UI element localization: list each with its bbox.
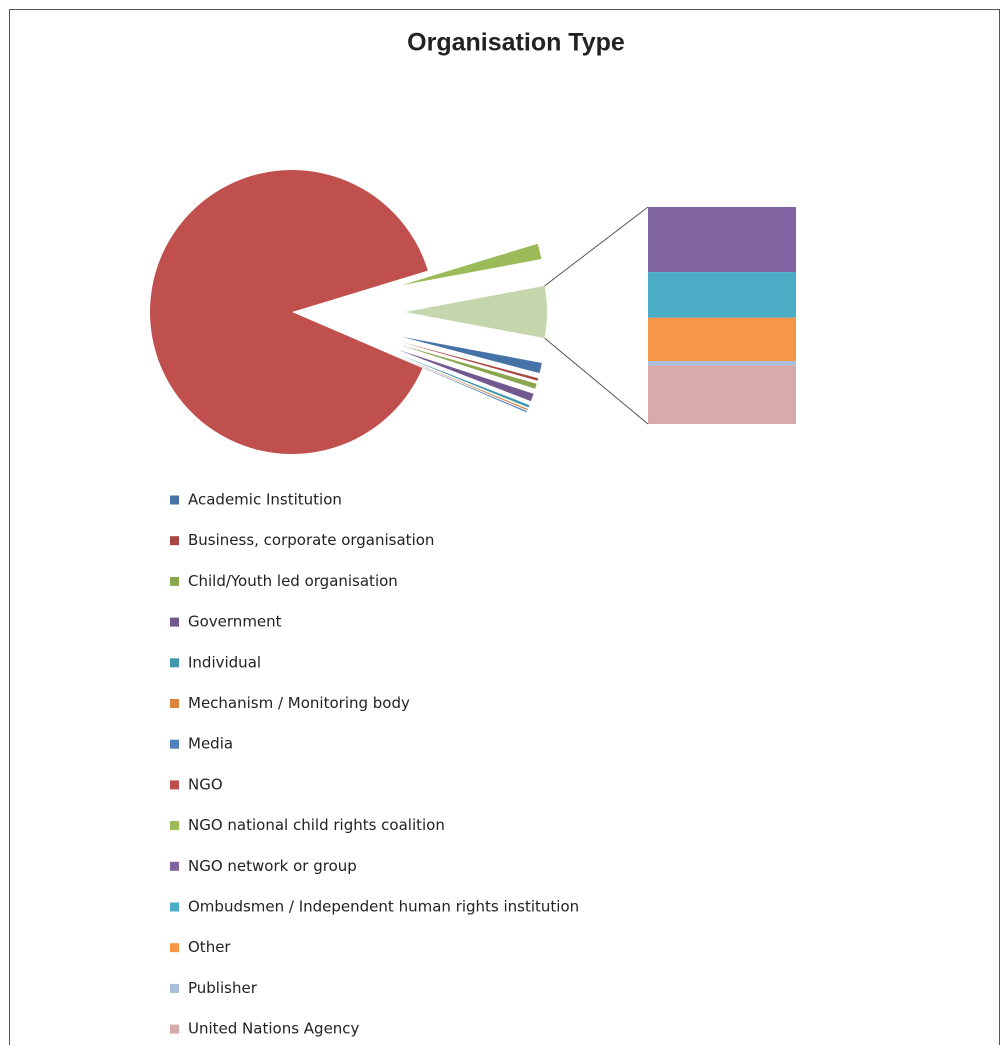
bar-segment bbox=[648, 317, 796, 362]
chart-title: Organisation Type bbox=[407, 29, 625, 57]
legend-label: NGO bbox=[188, 775, 223, 793]
legend-label: Publisher bbox=[188, 979, 258, 997]
legend-swatch bbox=[170, 739, 179, 749]
pie-slice bbox=[402, 336, 542, 374]
legend-swatch bbox=[170, 536, 179, 546]
legend-label: Other bbox=[188, 938, 231, 956]
chart-frame bbox=[9, 9, 1000, 1049]
legend-swatch bbox=[170, 576, 179, 586]
legend-swatch bbox=[170, 983, 179, 993]
legend-swatch bbox=[170, 1024, 179, 1034]
legend-swatch bbox=[170, 658, 179, 668]
bar-segment bbox=[648, 365, 796, 424]
legend-label: Child/Youth led organisation bbox=[188, 572, 398, 590]
pie-slice bbox=[396, 353, 530, 408]
legend-swatch bbox=[170, 495, 179, 505]
bar-segment bbox=[648, 207, 796, 273]
legend-label: Mechanism / Monitoring body bbox=[188, 694, 410, 712]
legend-label: Ombudsmen / Independent human rights ins… bbox=[188, 898, 579, 916]
pie-slice bbox=[401, 243, 542, 286]
legend-swatch bbox=[170, 699, 179, 708]
connector-line bbox=[544, 206, 649, 287]
pie-slice bbox=[149, 170, 428, 454]
pie-slice bbox=[396, 355, 528, 411]
legend-label: Business, corporate organisation bbox=[188, 531, 434, 549]
legend-label: Media bbox=[188, 735, 233, 753]
legend-label: NGO network or group bbox=[188, 857, 357, 875]
legend-swatch bbox=[170, 780, 179, 790]
legend-label: Government bbox=[188, 613, 282, 631]
connector-line bbox=[544, 337, 649, 425]
legend-swatch bbox=[170, 861, 179, 871]
bar-segment bbox=[648, 272, 796, 318]
bar-segment bbox=[648, 361, 796, 366]
legend-label: United Nations Agency bbox=[188, 1020, 360, 1038]
legend-label: Academic Institution bbox=[188, 491, 342, 509]
legend-label: NGO national child rights coalition bbox=[188, 816, 445, 834]
legend-swatch bbox=[170, 617, 179, 627]
legend-swatch bbox=[170, 943, 179, 953]
pie-slice bbox=[400, 341, 539, 381]
pie-slice bbox=[395, 356, 527, 413]
legend-swatch bbox=[170, 902, 179, 912]
pie-slice bbox=[398, 349, 534, 402]
pie-slice bbox=[400, 344, 537, 389]
legend-swatch bbox=[170, 821, 179, 831]
combined-slice bbox=[405, 285, 547, 339]
legend-label: Individual bbox=[188, 653, 261, 671]
